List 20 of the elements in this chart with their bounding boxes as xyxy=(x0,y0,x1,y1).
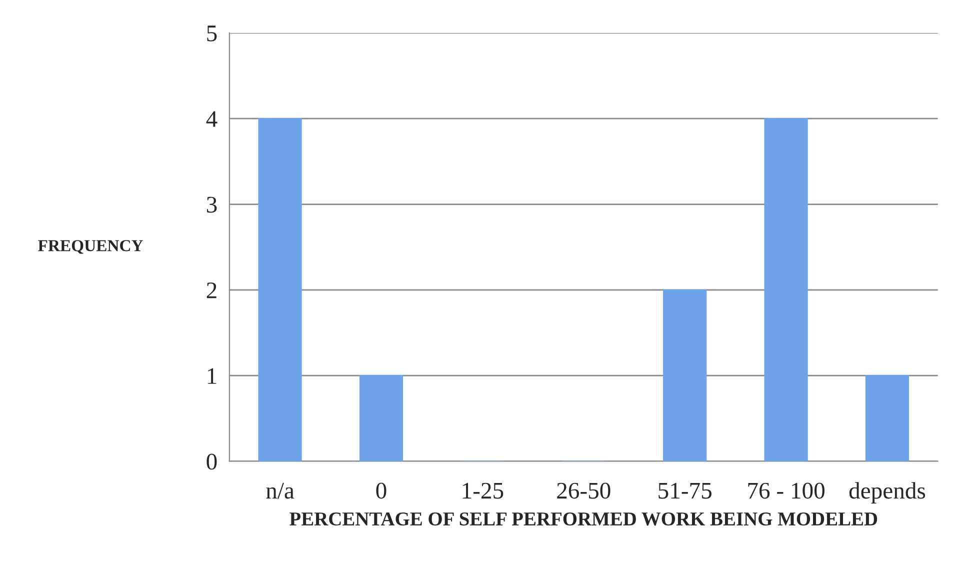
bar xyxy=(663,289,707,462)
x-tick-label: 1-25 xyxy=(462,482,504,499)
y-tick-label: 3 xyxy=(206,196,217,213)
x-tick-label: n/a xyxy=(266,482,294,499)
y-tick-label: 4 xyxy=(206,111,218,127)
y-tick-label: 1 xyxy=(208,368,216,384)
x-tick-label: 51-75 xyxy=(658,482,712,499)
y-tick-label: 0 xyxy=(206,454,217,470)
bar xyxy=(258,118,302,462)
x-tick-label: 76 - 100 xyxy=(748,482,824,499)
x-tick-label: depends xyxy=(849,482,926,504)
bar xyxy=(359,375,404,462)
y-axis-title: FREQUENCY xyxy=(38,240,144,254)
y-tick-label: 5 xyxy=(207,26,217,42)
bar xyxy=(865,375,910,462)
y-tick-label: 2 xyxy=(206,282,216,298)
x-tick-label: 26-50 xyxy=(557,482,610,499)
bar xyxy=(764,118,808,462)
x-tick-label: 0 xyxy=(376,482,386,499)
x-axis-title: PERCENTAGE OF SELF PERFORMED WORK BEING MODELED xyxy=(290,512,878,526)
